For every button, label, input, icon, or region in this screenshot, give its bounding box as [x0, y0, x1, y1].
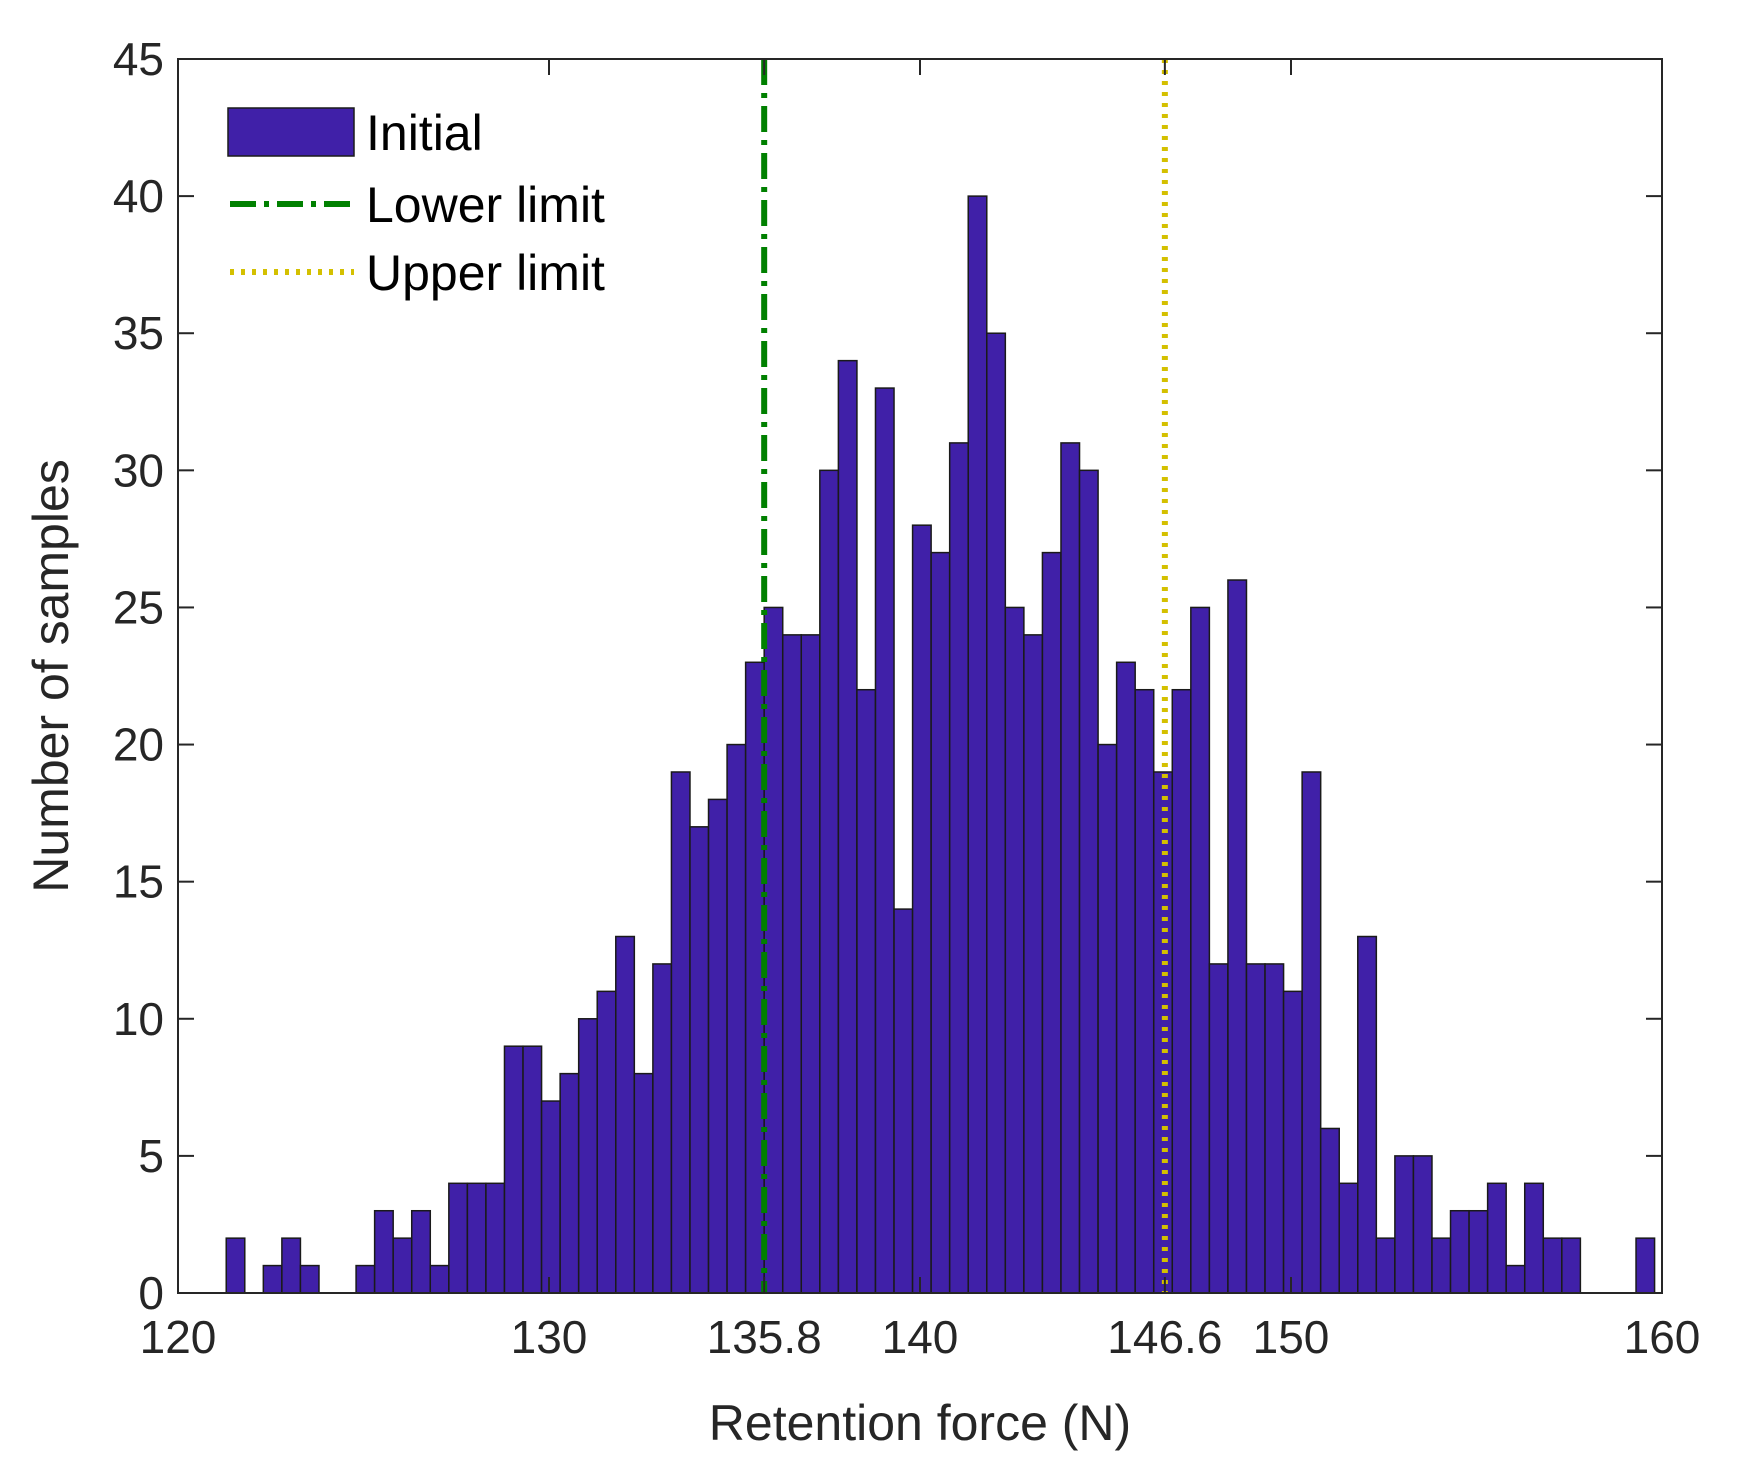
y-tick-label: 30: [113, 444, 164, 496]
x-tick-label: 146.6: [1107, 1311, 1222, 1363]
histogram-bar: [281, 1237, 302, 1294]
histogram-bar: [1115, 661, 1136, 1294]
histogram-bar: [1282, 990, 1303, 1294]
histogram-bar: [1431, 1237, 1452, 1294]
y-tick-label: 25: [113, 581, 164, 633]
histogram-bar: [485, 1182, 506, 1294]
histogram-bar: [392, 1237, 413, 1294]
histogram-bar: [726, 743, 747, 1294]
histogram-bar: [856, 688, 877, 1294]
histogram-bar: [1486, 1182, 1507, 1294]
histogram-bar: [986, 332, 1007, 1294]
histogram-bar: [1004, 606, 1025, 1294]
histogram-bar: [1097, 743, 1118, 1294]
histogram-bar: [299, 1264, 320, 1294]
y-tick-label: 20: [113, 719, 164, 771]
histogram-bar: [429, 1264, 450, 1294]
histogram-bar: [225, 1237, 246, 1294]
histogram-bar: [633, 1072, 654, 1294]
histogram-bar: [559, 1072, 580, 1294]
y-tick-label: 5: [138, 1130, 164, 1182]
histogram-bar: [1208, 963, 1229, 1294]
histogram-bar: [1301, 771, 1322, 1294]
histogram-bar: [503, 1045, 524, 1294]
histogram-bar: [1060, 442, 1081, 1294]
histogram-bar: [522, 1045, 543, 1294]
legend-swatch-initial: [227, 107, 355, 157]
y-tick-label: 0: [138, 1267, 164, 1319]
x-tick-label: 160: [1624, 1311, 1701, 1363]
histogram-bar: [1523, 1182, 1545, 1294]
histogram-bar: [1171, 688, 1192, 1294]
histogram-bar: [948, 442, 969, 1294]
histogram-bar: [540, 1100, 561, 1294]
histogram-bar: [1449, 1209, 1470, 1294]
histogram-bar: [781, 634, 803, 1294]
y-tick-label: 40: [113, 170, 164, 222]
histogram-bar: [1357, 935, 1378, 1294]
y-tick-label: 45: [113, 33, 164, 85]
histogram-bar: [355, 1264, 376, 1294]
y-tick-label: 35: [113, 307, 164, 359]
histogram-bar: [410, 1209, 432, 1294]
x-tick-label: 140: [882, 1311, 959, 1363]
histogram-bar: [1227, 579, 1248, 1294]
histogram-bar: [1394, 1155, 1415, 1294]
histogram-bar: [577, 1018, 598, 1294]
histogram-bar: [1505, 1264, 1526, 1294]
histogram-bar: [615, 935, 636, 1294]
histogram-bar: [1078, 469, 1099, 1294]
histogram-bar: [707, 798, 728, 1294]
ticks-layer: 120 130 135.8 140 146.6 150 160 0 5 10 15 20 25 30 35 4…: [113, 33, 1701, 1363]
y-axis-label: Number of samples: [23, 459, 79, 893]
histogram-bar: [689, 826, 710, 1294]
histogram-bar: [1023, 634, 1044, 1294]
legend-label-lower-limit: Lower limit: [366, 177, 605, 233]
legend: Initial Lower limit Upper limit: [227, 105, 605, 301]
legend-label-upper-limit: Upper limit: [366, 245, 605, 301]
histogram-bar: [1375, 1237, 1396, 1294]
x-tick-label: 150: [1253, 1311, 1330, 1363]
histogram-bar: [911, 524, 932, 1294]
histogram-bar: [837, 359, 858, 1294]
x-tick-label: 130: [511, 1311, 588, 1363]
x-axis-label: Retention force (N): [709, 1395, 1131, 1451]
histogram-bar: [652, 963, 673, 1294]
y-tick-label: 15: [113, 856, 164, 908]
histogram-bar: [1635, 1237, 1656, 1294]
histogram-bar: [466, 1182, 487, 1294]
histogram-bar: [893, 908, 914, 1294]
histogram-bar: [1264, 963, 1285, 1294]
histogram-bar: [373, 1209, 394, 1294]
legend-label-initial: Initial: [366, 105, 483, 161]
x-tick-label: 120: [140, 1311, 217, 1363]
histogram-bar: [448, 1182, 469, 1294]
histogram-bar: [930, 551, 951, 1294]
histogram-bar: [800, 634, 821, 1294]
histogram-bar: [819, 469, 840, 1294]
histogram-bar: [1245, 963, 1266, 1294]
histogram-bar: [1561, 1237, 1582, 1294]
histogram-bar: [1190, 606, 1211, 1294]
histogram-bar: [874, 387, 895, 1294]
histogram-bar: [596, 990, 617, 1294]
histogram-bar: [1319, 1127, 1340, 1294]
histogram-bar: [967, 195, 988, 1294]
histogram-bar: [1338, 1182, 1359, 1294]
histogram-bar: [670, 771, 691, 1294]
histogram-bar: [1134, 688, 1155, 1294]
histogram-bar: [1412, 1155, 1433, 1294]
x-tick-label: 135.8: [707, 1311, 822, 1363]
y-tick-label: 10: [113, 993, 164, 1045]
histogram-bar: [1468, 1209, 1489, 1294]
histogram-bar: [262, 1264, 283, 1294]
reference-lines-layer: [761, 59, 1168, 1293]
histogram-bar: [1542, 1237, 1563, 1294]
histogram-bar: [1041, 551, 1062, 1294]
